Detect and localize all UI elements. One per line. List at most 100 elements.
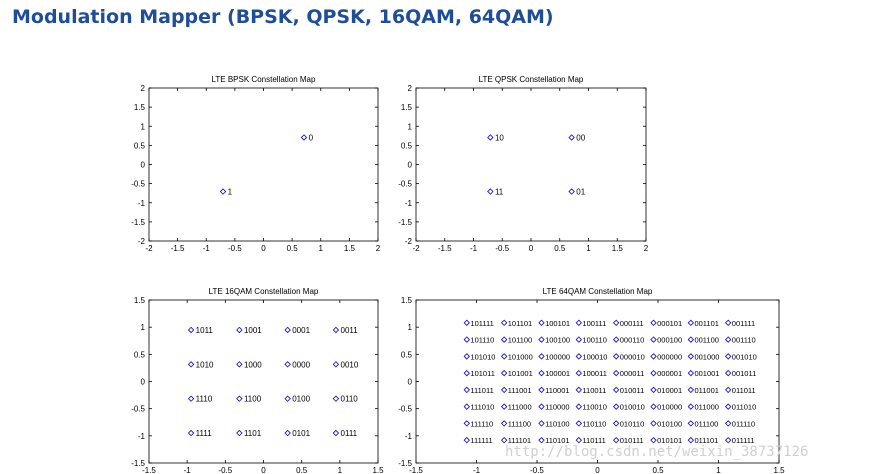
- diamond-marker: [687, 353, 695, 360]
- diamond-marker: [538, 420, 545, 427]
- diamond-marker: [687, 386, 695, 394]
- diamond-marker: [575, 403, 583, 410]
- point-label: 010001: [657, 386, 682, 395]
- diamond-marker: [650, 353, 657, 360]
- y-tick-label: -0.5: [131, 405, 145, 414]
- diamond-marker: [650, 319, 657, 327]
- qam64-chart: LTE 64QAM Constellation Map -1.5 -1 -0.5 0 0.…: [398, 287, 785, 474]
- point-label: 000010: [620, 352, 645, 361]
- point-label: 100001: [545, 369, 570, 378]
- diamond-marker: [332, 429, 340, 437]
- diamond-marker: [724, 353, 732, 360]
- y-tick-label: 2: [141, 84, 146, 93]
- y-tick-label: 0: [141, 161, 146, 170]
- x-tick-label: -0.5: [530, 466, 544, 474]
- y-tick-label: 0.5: [401, 350, 413, 359]
- point-label: 001100: [694, 336, 718, 345]
- diamond-marker: [500, 353, 508, 360]
- y-tick-label: 2: [408, 84, 413, 93]
- point-label: 0011: [341, 326, 359, 335]
- point-label: 0110: [341, 395, 359, 404]
- point-label: 101100: [508, 336, 532, 345]
- diamond-marker: [612, 403, 620, 410]
- point-label: 011010: [732, 403, 756, 412]
- diamond-marker: [724, 336, 732, 343]
- diamond-marker: [538, 319, 545, 327]
- x-tick-label: 0: [595, 466, 600, 474]
- qam16-chart: LTE 16QAM Constellation Map -1.5 -1 -0.5 0 0.…: [131, 287, 384, 474]
- x-tick-label: 0.5: [296, 466, 308, 474]
- point-label: 111100: [508, 419, 531, 428]
- point-label: 110010: [582, 403, 606, 412]
- point-label: 0001: [292, 326, 310, 335]
- diamond-marker: [500, 336, 508, 343]
- diamond-marker: [687, 436, 695, 444]
- x-tick-label: -2: [412, 244, 420, 253]
- y-tick-label: 0.5: [134, 350, 146, 359]
- diamond-marker: [187, 395, 195, 402]
- diamond-marker: [687, 336, 695, 343]
- watermark: http://blog.csdn.net/weixin_38737126: [505, 444, 809, 460]
- point-label: 101001: [508, 369, 533, 378]
- point-label: 100010: [582, 352, 607, 361]
- point-label: 110101: [545, 436, 569, 445]
- y-tick-label: 1: [408, 122, 413, 131]
- y-tick-label: 0.5: [134, 141, 146, 150]
- point-label: 00: [576, 133, 585, 142]
- y-tick-label: 1: [408, 323, 413, 332]
- plot-frame: [415, 87, 647, 242]
- point-label: 011011: [732, 386, 756, 395]
- x-tick-label: 1: [338, 466, 343, 474]
- diamond-marker: [612, 386, 620, 394]
- point-label: 001010: [732, 352, 757, 361]
- x-tick-label: -1: [473, 466, 481, 474]
- point-label: 1110: [196, 395, 213, 404]
- point-label: 10: [495, 133, 504, 142]
- y-tick-label: -1: [138, 432, 146, 441]
- y-tick-label: 0: [408, 378, 413, 387]
- x-tick-label: -1: [203, 244, 211, 253]
- point-label: 0: [309, 133, 314, 142]
- diamond-marker: [687, 420, 695, 427]
- point-label: 111011: [470, 386, 493, 395]
- point-label: 011110: [732, 419, 755, 428]
- point-label: 010101: [657, 436, 682, 445]
- diamond-marker: [724, 319, 732, 327]
- x-tick-label: -0.5: [218, 466, 232, 474]
- y-tick-label: 1.5: [401, 296, 413, 305]
- point-label: 0111: [341, 429, 358, 438]
- diamond-marker: [724, 436, 732, 444]
- x-tick-label: 0.5: [287, 244, 299, 253]
- x-tick-label: -0.5: [228, 244, 242, 253]
- point-label: 111101: [508, 436, 531, 445]
- point-label: 1001: [244, 326, 262, 335]
- diamond-marker: [650, 336, 657, 343]
- diamond-marker: [650, 403, 657, 410]
- y-tick-label: -2: [405, 237, 413, 246]
- chart-title: LTE 16QAM Constellation Map: [209, 287, 319, 296]
- diamond-marker: [575, 420, 583, 427]
- point-label: 000100: [657, 336, 682, 345]
- y-tick-label: 1.5: [134, 296, 146, 305]
- diamond-marker: [568, 188, 575, 195]
- diamond-marker: [687, 403, 695, 410]
- diamond-marker: [538, 353, 545, 360]
- point-label: 1111: [196, 429, 213, 438]
- diamond-marker: [650, 436, 657, 444]
- x-tick-label: 1.5: [344, 244, 356, 253]
- point-label: 111110: [470, 419, 493, 428]
- x-tick-label: 1: [586, 244, 591, 253]
- diamond-marker: [463, 319, 471, 327]
- point-label: 000011: [620, 369, 644, 378]
- y-tick-label: -1.5: [131, 459, 145, 468]
- diamond-marker: [500, 403, 508, 410]
- point-label: 101111: [470, 319, 493, 328]
- point-label: 1011: [196, 326, 214, 335]
- point-label: 101010: [470, 352, 495, 361]
- point-label: 010000: [657, 403, 682, 412]
- point-label: 010111: [620, 436, 644, 445]
- point-label: 101000: [508, 352, 533, 361]
- diamond-marker: [219, 188, 227, 195]
- diamond-marker: [568, 134, 575, 141]
- point-label: 010010: [620, 403, 645, 412]
